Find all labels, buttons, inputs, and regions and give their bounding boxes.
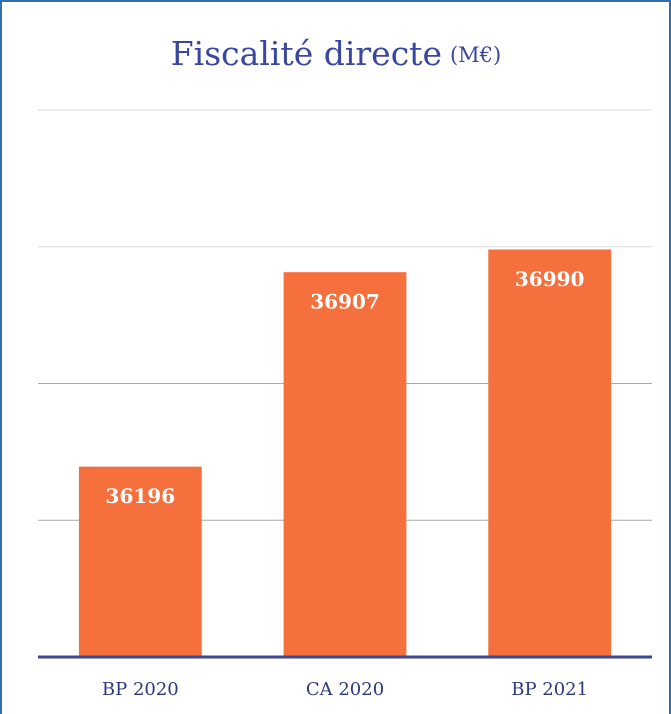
value-label: 36990 [515,267,585,291]
value-label: 36196 [106,484,176,508]
bar [488,249,612,658]
chart-title: Fiscalité directe (M€) [171,34,501,73]
title-unit: (M€) [450,43,501,67]
x-tick-label: BP 2021 [511,679,588,700]
bar [78,466,202,657]
value-label: 36907 [310,290,380,314]
title-main: Fiscalité directe [171,34,442,73]
x-tick-label: BP 2020 [102,679,179,700]
bar [283,272,407,657]
x-tick-label: CA 2020 [306,679,384,700]
